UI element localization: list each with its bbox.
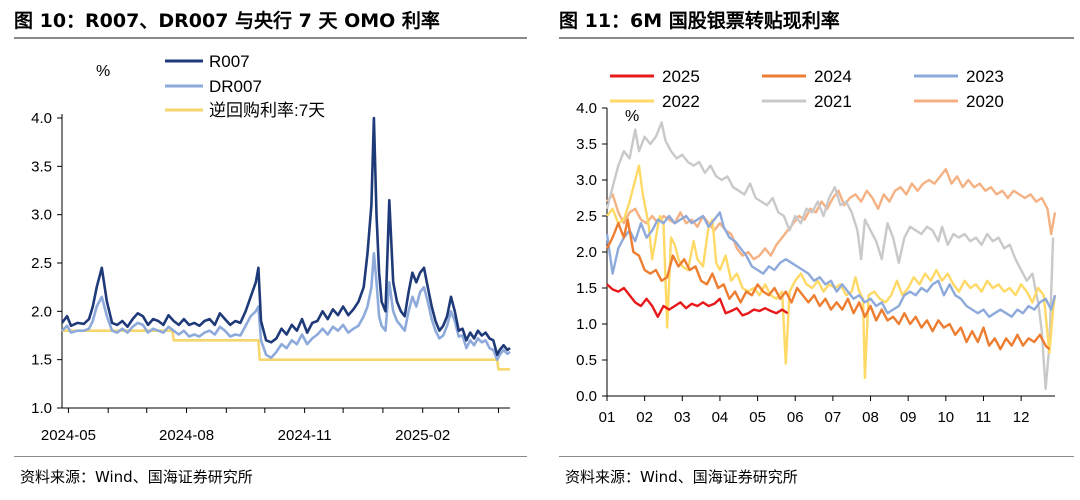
source-note-right: 资料来源：Wind、国海证券研究所 <box>565 468 798 486</box>
y-tick-label: 4.0 <box>576 100 597 117</box>
footer-divider-left <box>14 456 527 457</box>
y-tick-label: 4.0 <box>31 110 52 127</box>
y-tick-label: 3.0 <box>31 207 52 224</box>
legend-label-2022: 2022 <box>662 92 700 111</box>
series-line-dr007 <box>61 252 511 362</box>
x-tick-label: 2024-11 <box>278 427 332 444</box>
legend-label-7: 逆回购利率:7天 <box>209 101 325 120</box>
legend-label-2021: 2021 <box>814 92 852 111</box>
series-line-2021 <box>605 121 1055 390</box>
x-tick-label: 05 <box>749 409 766 426</box>
y-tick-label: 0.5 <box>576 352 597 369</box>
series-line-2025 <box>606 283 789 318</box>
right-figure-panel: 图 11：6M 国股银票转贴现利率 0.0 0.5 1.0 1.5 2.0 2.5 3.0 3… <box>545 0 1080 500</box>
y-tick-label: 3.0 <box>576 172 597 189</box>
x-tick-label: 04 <box>712 409 729 426</box>
x-tick-label: 10 <box>937 409 954 426</box>
x-tick-label: 2024-05 <box>41 427 96 444</box>
x-tick-label: 2024-08 <box>159 427 214 444</box>
title-divider-right <box>559 37 1074 39</box>
legend-label-2023: 2023 <box>966 67 1004 86</box>
legend-label-dr007: DR007 <box>209 77 262 96</box>
source-note-left: 资料来源：Wind、国海证券研究所 <box>20 468 253 486</box>
y-axis-unit-label: % <box>96 63 110 80</box>
left-figure-panel: 图 10：R007、DR007 与央行 7 天 OMO 利率 1.0 1.5 2.0… <box>14 10 527 486</box>
legend-label-r007: R007 <box>209 52 250 71</box>
x-tick-label: 11 <box>976 409 992 426</box>
x-tick-label: 12 <box>1013 409 1030 426</box>
x-tick-label: 03 <box>674 409 691 426</box>
series-line-r007 <box>60 116 511 357</box>
x-tick-label: 02 <box>636 409 653 426</box>
series-line-2023 <box>605 211 1057 318</box>
figure-title-right: 图 11：6M 国股银票转贴现利率 <box>559 10 840 32</box>
y-tick-label: 2.5 <box>576 208 597 225</box>
x-tick-label: 01 <box>599 409 616 426</box>
series-line-2022 <box>606 164 1057 380</box>
legend-label-2020: 2020 <box>966 92 1004 111</box>
y-tick-label: 3.5 <box>576 136 597 153</box>
y-tick-label: 2.5 <box>31 255 52 272</box>
y-tick-label: 1.5 <box>576 280 597 297</box>
y-tick-label: 2.0 <box>31 303 52 320</box>
y-tick-label: 3.5 <box>31 158 52 175</box>
chart-left: 1.0 1.5 2.0 2.5 3.0 3.5 4.0% 2024-05 2024-08 2024… <box>31 52 511 444</box>
y-tick-label: 1.5 <box>31 352 52 369</box>
footer-divider-right <box>559 456 1074 457</box>
series-line-2020 <box>606 167 1057 261</box>
x-tick-label: 08 <box>862 409 879 426</box>
legend-label-2024: 2024 <box>814 67 852 86</box>
chart-right: 0.0 0.5 1.0 1.5 2.0 2.5 3.0 3.5 4.0 % 01 02 03 04 05 06… <box>576 67 1057 426</box>
figure-title-left: 图 10：R007、DR007 与央行 7 天 OMO 利率 <box>14 10 440 32</box>
x-tick-label: 07 <box>825 409 842 426</box>
y-axis-unit-label: % <box>625 108 639 125</box>
y-tick-label: 2.0 <box>576 244 597 261</box>
title-divider-left <box>14 37 527 39</box>
y-tick-label: 1.0 <box>576 316 597 333</box>
x-tick-label: 09 <box>900 409 917 426</box>
x-tick-label: 06 <box>787 409 804 426</box>
series-line-7 <box>62 329 510 371</box>
x-tick-label: 2025-02 <box>395 427 450 444</box>
y-tick-label: 1.0 <box>31 400 52 417</box>
series-line-2024 <box>605 218 1051 351</box>
legend-label-2025: 2025 <box>662 67 700 86</box>
y-tick-label: 0.0 <box>576 388 597 405</box>
